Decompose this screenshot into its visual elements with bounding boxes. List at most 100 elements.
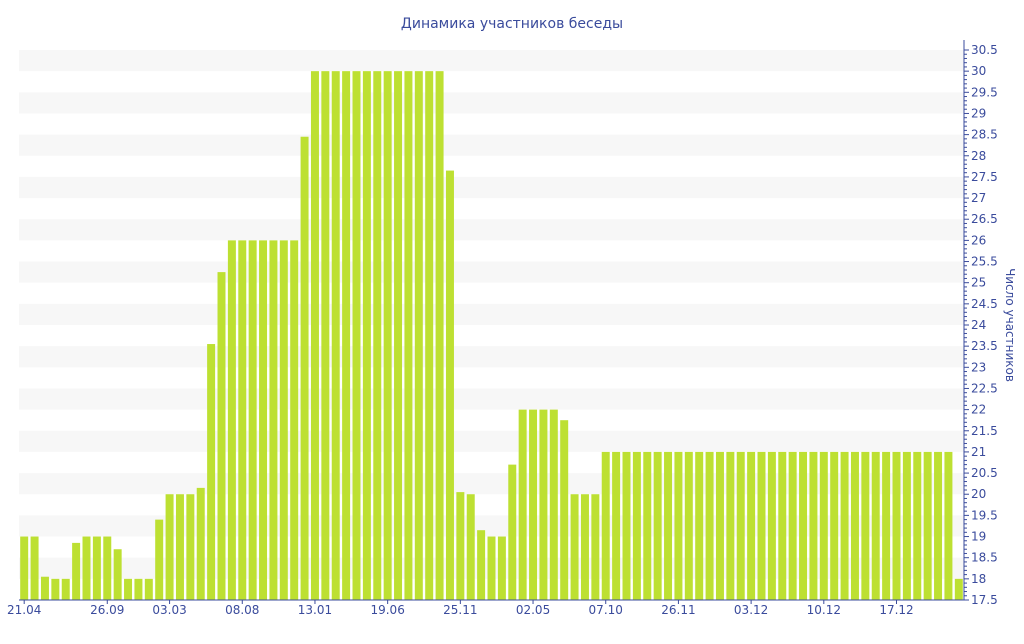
y-tick-label: 18 (971, 572, 986, 586)
bar (383, 71, 392, 600)
y-tick-label: 27 (971, 191, 986, 205)
bar (103, 536, 112, 600)
bar (92, 536, 101, 600)
bar (913, 451, 922, 600)
grid-band (19, 176, 964, 199)
y-tick-label: 18.5 (971, 551, 998, 565)
y-tick-label: 28 (971, 149, 986, 163)
bar (238, 240, 247, 600)
bar (715, 451, 724, 600)
grid-band (19, 134, 964, 156)
y-tick-label: 24.5 (971, 297, 998, 311)
bar (767, 451, 776, 600)
bar (954, 578, 963, 600)
y-tick-label: 29 (971, 106, 986, 120)
x-tick-label: 03.12 (734, 603, 768, 617)
bar (934, 451, 943, 600)
y-tick-label: 20.5 (971, 466, 998, 480)
bar (362, 71, 371, 600)
y-tick-label: 20 (971, 487, 986, 501)
bar (321, 71, 330, 600)
bar (165, 494, 174, 600)
grid-band (19, 388, 964, 410)
bars (20, 71, 963, 601)
bar (30, 536, 39, 600)
bar (217, 272, 226, 600)
bar (674, 451, 683, 600)
x-tick-label: 26.09 (90, 603, 124, 617)
x-tick-label: 03.03 (152, 603, 186, 617)
bar (923, 451, 932, 600)
bar (560, 420, 569, 600)
y-tick-label: 17.5 (971, 593, 998, 607)
bar (155, 519, 164, 600)
bar (861, 451, 870, 600)
y-tick-label: 24 (971, 318, 986, 332)
grid-band (19, 261, 964, 283)
y-tick-label: 25 (971, 276, 986, 290)
bar (279, 240, 288, 600)
bar (778, 451, 787, 600)
bar (497, 536, 506, 600)
x-tick-label: 19.06 (370, 603, 404, 617)
bar (466, 494, 475, 600)
y-tick-label: 19.5 (971, 508, 998, 522)
bar (736, 451, 745, 600)
y-tick-label: 29.5 (971, 85, 998, 99)
x-tick-label: 07.10 (589, 603, 623, 617)
bar (72, 542, 81, 600)
bar (591, 494, 600, 600)
bar (227, 240, 236, 600)
bar (248, 240, 257, 600)
chart-title: Динамика участников беседы (401, 16, 623, 32)
y-axis-label: Число участников (1003, 268, 1017, 382)
bar (175, 494, 184, 600)
bar (539, 409, 548, 600)
bar (871, 451, 880, 600)
bar (695, 451, 704, 600)
bar (664, 451, 673, 600)
bar (850, 451, 859, 600)
y-tick-label: 21.5 (971, 424, 998, 438)
x-tick-label: 02.05 (516, 603, 550, 617)
bar (456, 492, 465, 600)
bar (840, 451, 849, 600)
y-tick-label: 19 (971, 530, 986, 544)
bar (487, 536, 496, 600)
bar (518, 409, 527, 600)
grid-band (19, 219, 964, 241)
bar (632, 451, 641, 600)
y-tick-label: 30.5 (971, 43, 998, 57)
bar (113, 549, 122, 600)
bar (819, 451, 828, 600)
bar (331, 71, 340, 600)
grid-band (19, 92, 964, 114)
y-tick-label: 22 (971, 403, 986, 417)
bar (830, 451, 839, 600)
bar (40, 576, 49, 600)
bar (705, 451, 714, 600)
bar (684, 451, 693, 600)
grid-band (19, 346, 964, 368)
bar (653, 451, 662, 600)
bar (82, 536, 91, 600)
bar (892, 451, 901, 600)
bar (570, 494, 579, 600)
y-tick-label: 27.5 (971, 170, 998, 184)
bar (809, 451, 818, 600)
y-tick-label: 30 (971, 64, 986, 78)
bar (580, 494, 589, 600)
grid-band (19, 50, 964, 72)
y-tick-label: 26 (971, 233, 986, 247)
bar (352, 71, 361, 600)
bar (342, 71, 351, 600)
bar (508, 464, 517, 600)
bar (549, 409, 558, 600)
bar (269, 240, 278, 600)
bar (902, 451, 911, 600)
bar (20, 536, 29, 600)
bar (477, 530, 486, 600)
bar (529, 409, 538, 600)
bar (788, 451, 797, 600)
bar (435, 71, 444, 600)
